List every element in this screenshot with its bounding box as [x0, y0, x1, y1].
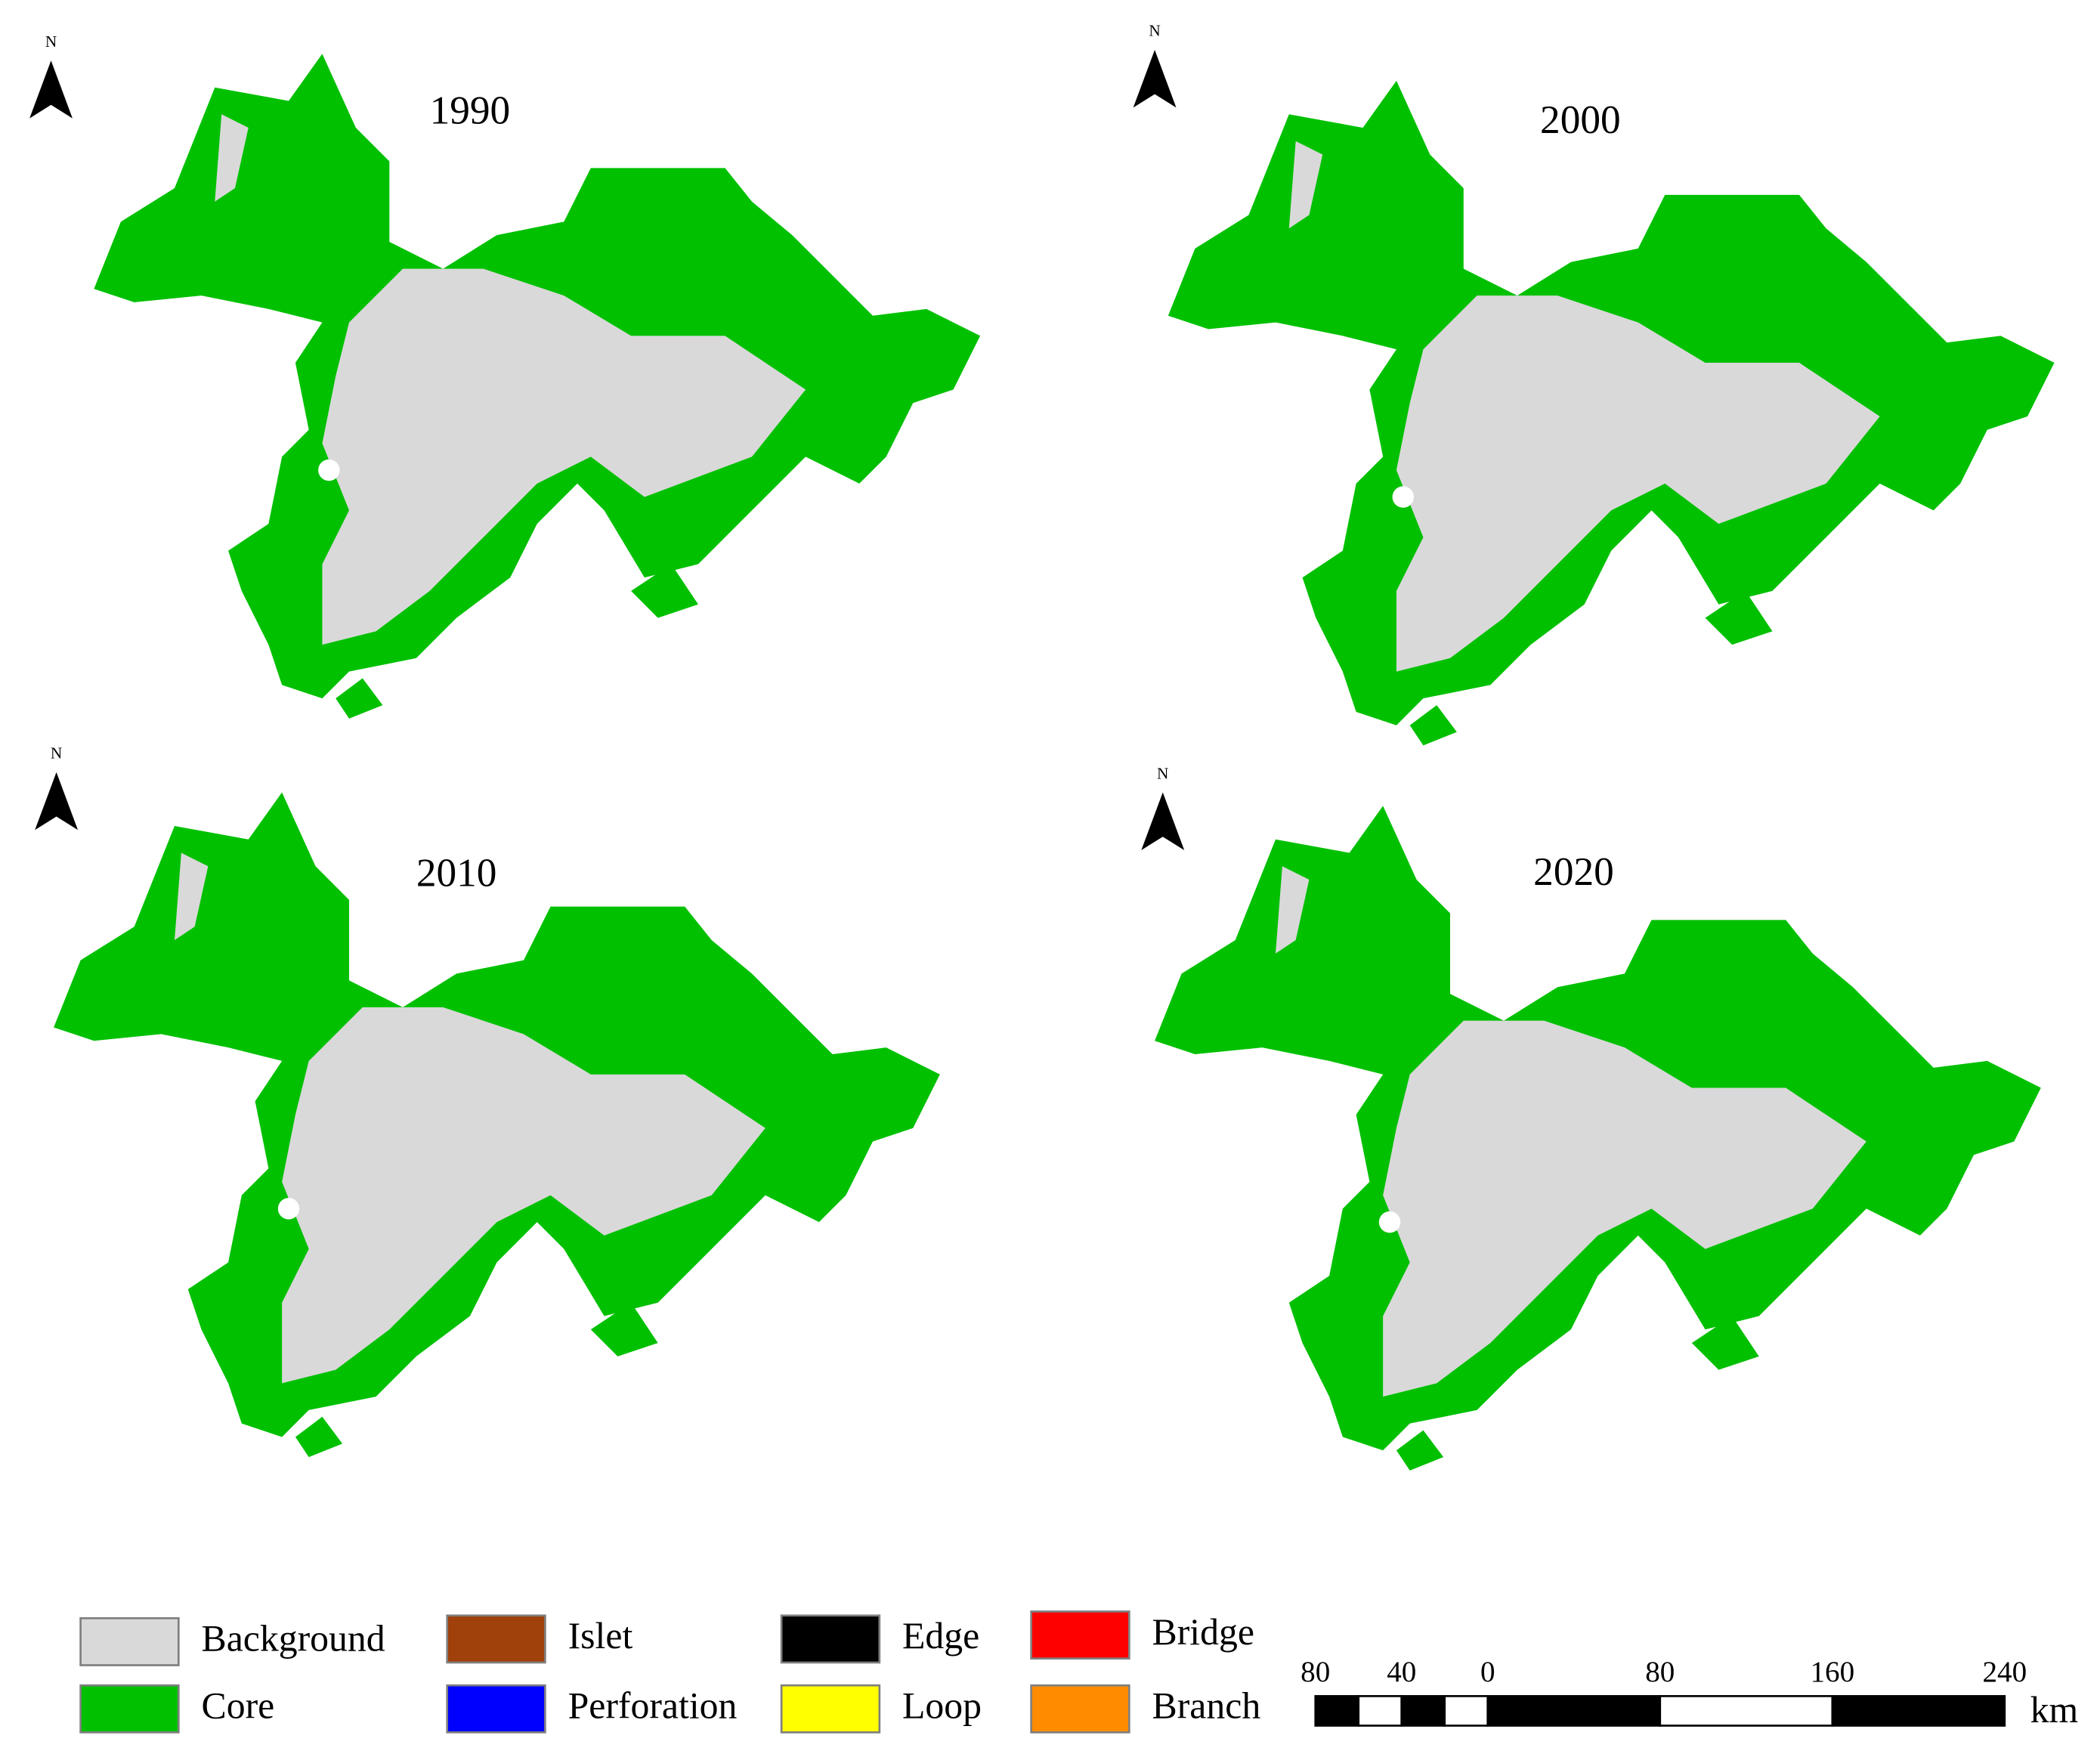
- legend-label: Background: [202, 1618, 385, 1660]
- panel-title: 2010: [416, 851, 497, 896]
- north-arrow: [35, 772, 79, 831]
- panel-title: 2020: [1533, 849, 1614, 894]
- scale-segment: [1314, 1695, 1360, 1727]
- legend-label: Branch: [1152, 1685, 1261, 1727]
- north-arrow: [29, 60, 73, 119]
- scale-segment: [1831, 1695, 2006, 1727]
- legend-swatch: [446, 1684, 546, 1734]
- legend-label: Bridge: [1152, 1611, 1254, 1653]
- map-region: [1155, 806, 2041, 1471]
- panel-title: 2000: [1540, 97, 1621, 142]
- scale-tick-label: 80: [1301, 1656, 1330, 1688]
- legend-swatch: [780, 1684, 881, 1734]
- scale-tick-label: 80: [1645, 1656, 1675, 1688]
- scale-segment: [1486, 1695, 1662, 1727]
- legend-swatch: [79, 1684, 180, 1734]
- legend-swatch: [1030, 1610, 1130, 1660]
- north-label: N: [45, 32, 57, 51]
- north-label: N: [51, 744, 62, 763]
- scale-unit: km: [2030, 1689, 2079, 1731]
- scale-segment: [1659, 1695, 1834, 1727]
- legend-label: Islet: [568, 1615, 633, 1657]
- legend-swatch: [1030, 1684, 1130, 1734]
- scale-segment: [1443, 1695, 1489, 1727]
- legend-label: Perforation: [568, 1685, 738, 1727]
- scale-segment: [1357, 1695, 1403, 1727]
- legend-label: Core: [202, 1685, 275, 1727]
- north-arrow: [1133, 49, 1177, 108]
- north-arrow: [1141, 792, 1185, 850]
- scale-tick-label: 0: [1480, 1656, 1495, 1688]
- legend-swatch: [79, 1616, 180, 1666]
- panel-title: 1990: [430, 88, 511, 132]
- legend-label: Loop: [902, 1685, 982, 1727]
- north-label: N: [1149, 22, 1160, 40]
- scale-tick-label: 240: [1983, 1656, 2027, 1688]
- legend-swatch: [446, 1614, 546, 1664]
- map-region: [94, 54, 981, 719]
- legend-swatch: [780, 1614, 881, 1664]
- legend-label: Edge: [902, 1615, 979, 1657]
- scale-tick-label: 160: [1811, 1656, 1855, 1688]
- scale-tick-label: 40: [1387, 1656, 1416, 1688]
- scale-segment: [1400, 1695, 1446, 1727]
- map-region: [1168, 80, 2055, 746]
- north-label: N: [1157, 764, 1168, 782]
